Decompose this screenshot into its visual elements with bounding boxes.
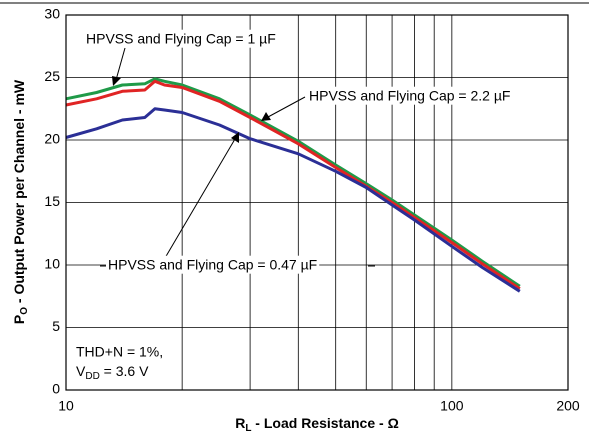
note: VDD = 3.6 V bbox=[76, 363, 149, 382]
series-line bbox=[65, 79, 521, 291]
y-tick-label: 10 bbox=[44, 256, 60, 272]
y-tick-label: 15 bbox=[44, 193, 60, 209]
y-tick-label: 30 bbox=[44, 6, 60, 22]
note-text: = 3.6 V bbox=[100, 363, 149, 379]
grid bbox=[65, 14, 569, 391]
series-label: HPVSS and Flying Cap = 1 µF bbox=[86, 31, 276, 47]
arrowhead bbox=[112, 76, 121, 86]
x-tick-label: 10 bbox=[58, 398, 74, 414]
x-tick-label: 100 bbox=[440, 398, 464, 414]
arrow bbox=[115, 47, 126, 81]
arrowhead bbox=[261, 112, 271, 121]
arrow bbox=[164, 138, 236, 259]
x-axis-label: RL - Load Resistance - Ω bbox=[235, 415, 399, 434]
label-bg bbox=[307, 86, 513, 105]
y-label-sub: O bbox=[19, 307, 30, 315]
note: THD+N = 1%, bbox=[76, 344, 163, 360]
labels: HPVSS and Flying Cap = 1 µF HPVSS and Fl… bbox=[76, 29, 513, 382]
x-label-text: - Load Resistance - Ω bbox=[251, 415, 398, 431]
note-text: V bbox=[76, 363, 86, 379]
lines bbox=[65, 77, 521, 293]
y-label-text: - Output Power per Channel - mW bbox=[11, 79, 27, 307]
y-tick-label: 20 bbox=[44, 131, 60, 147]
note-sub: DD bbox=[85, 371, 99, 382]
x-tick-label: 200 bbox=[556, 398, 580, 414]
series-line bbox=[65, 107, 521, 293]
y-tick-label: 0 bbox=[52, 381, 60, 397]
y-tick-label: 5 bbox=[52, 318, 60, 334]
y-tick-label: 25 bbox=[44, 68, 60, 84]
label-bg bbox=[84, 29, 278, 48]
y-label-text: P bbox=[11, 315, 27, 324]
x-label-text: R bbox=[235, 415, 245, 431]
plot-frame bbox=[65, 14, 569, 391]
series-label: HPVSS and Flying Cap = 2.2 µF bbox=[309, 88, 510, 104]
series-line bbox=[65, 77, 521, 288]
label-bg bbox=[106, 255, 320, 274]
annotations bbox=[100, 47, 375, 267]
x-label-sub: L bbox=[245, 423, 251, 434]
series-label: HPVSS and Flying Cap = 0.47 µF bbox=[108, 257, 317, 273]
y-axis-label: PO - Output Power per Channel - mW bbox=[11, 79, 30, 324]
arrow bbox=[267, 96, 306, 118]
arrowhead bbox=[231, 132, 239, 143]
